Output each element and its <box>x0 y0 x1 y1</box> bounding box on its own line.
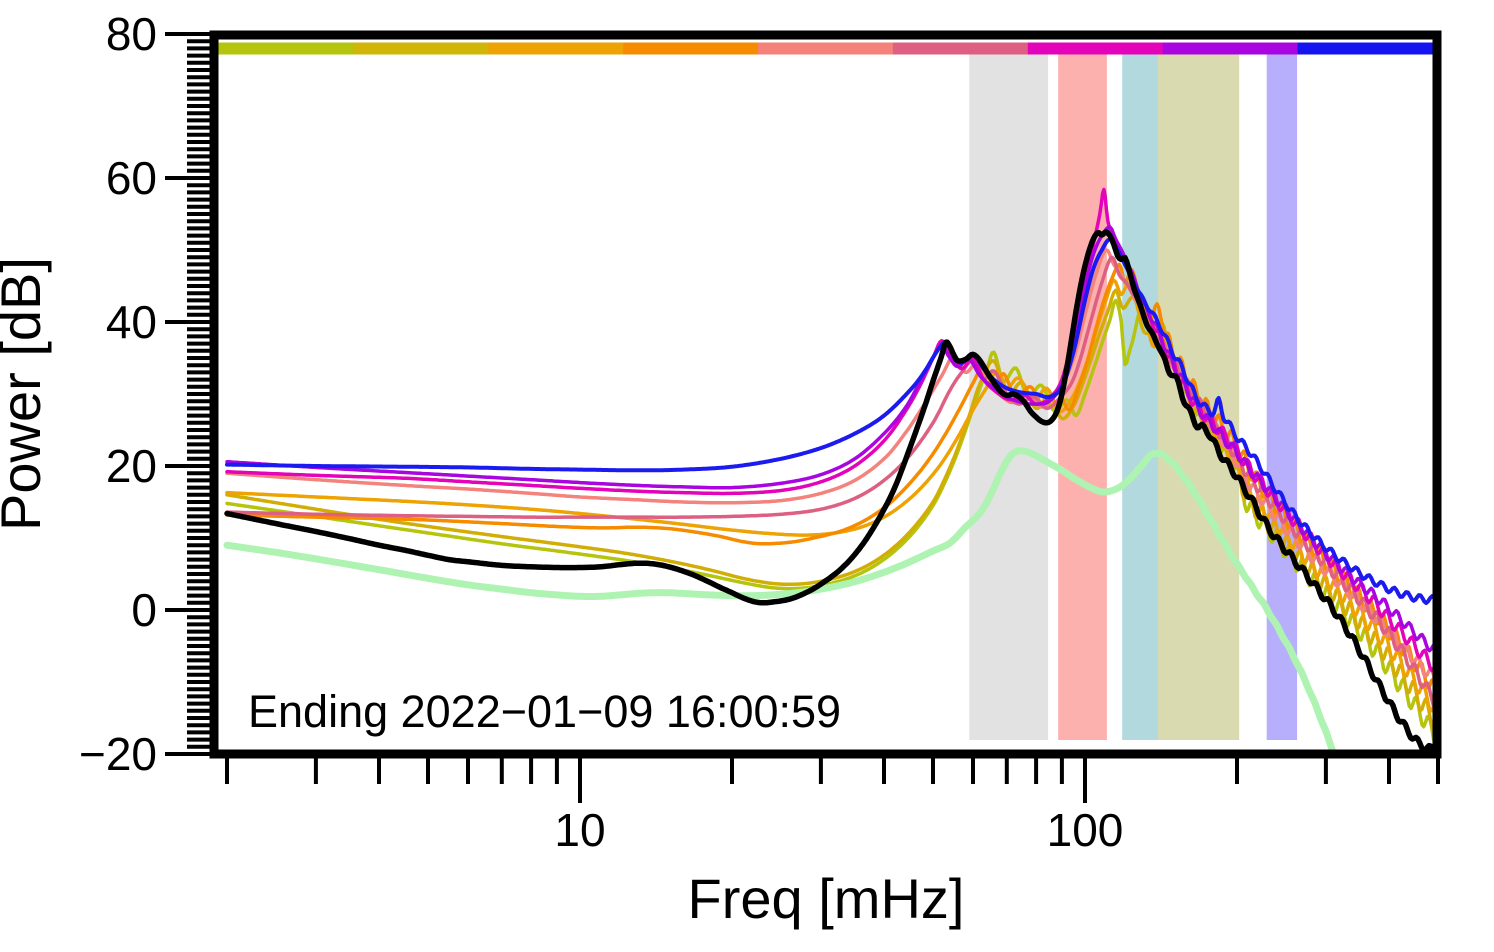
y-tick-label-80: 80 <box>106 8 157 60</box>
colorbar-segment-4 <box>623 42 759 55</box>
band-lavender <box>1266 53 1298 740</box>
colorbar-segment-7 <box>1027 42 1164 55</box>
y-tick-label-0: 0 <box>131 584 157 636</box>
chart-layer: 80 60 40 20 0 −20 10 100 <box>79 8 1442 856</box>
x-tick-label-100: 100 <box>1047 804 1124 856</box>
time-colorbar <box>218 42 1434 55</box>
colorbar-segment-2 <box>353 42 489 55</box>
series-spectrum-9-blue <box>225 237 1433 605</box>
y-tick-label-40: 40 <box>106 296 157 348</box>
x-tick-label-10: 10 <box>554 804 605 856</box>
colorbar-segment-1 <box>218 42 354 55</box>
x-tick-labels: 10 100 <box>554 804 1123 856</box>
series-current-spectrum-black <box>224 229 1433 750</box>
series-background-spectrum-green <box>223 447 1336 750</box>
plot-frame <box>209 30 1442 759</box>
y-major-ticks <box>165 32 210 756</box>
x-minor-ticks <box>225 758 1440 784</box>
frequency-bands <box>969 53 1298 740</box>
band-teal <box>1122 53 1158 740</box>
x-major-ticks <box>578 758 1087 803</box>
colorbar-segment-3 <box>488 42 624 55</box>
spectra-curves <box>223 187 1433 750</box>
y-tick-labels: 80 60 40 20 0 −20 <box>79 8 157 780</box>
series-spectrum-5-salmon <box>225 248 1433 679</box>
y-tick-label-20: 20 <box>106 440 157 492</box>
colorbar-segment-8 <box>1162 42 1299 55</box>
y-tick-label-60: 60 <box>106 152 157 204</box>
annotation-ending-time: Ending 2022−01−09 16:00:59 <box>248 686 841 737</box>
colorbar-segment-9 <box>1297 42 1434 55</box>
y-axis-title: Power [dB] <box>0 257 52 531</box>
series-spectrum-8-purple <box>225 225 1433 653</box>
colorbar-segment-6 <box>892 42 1029 55</box>
y-tick-label--20: −20 <box>79 728 157 780</box>
y-minor-ticks <box>187 39 210 749</box>
colorbar-segment-5 <box>758 42 894 55</box>
x-axis-title: Freq [mHz] <box>688 867 965 930</box>
